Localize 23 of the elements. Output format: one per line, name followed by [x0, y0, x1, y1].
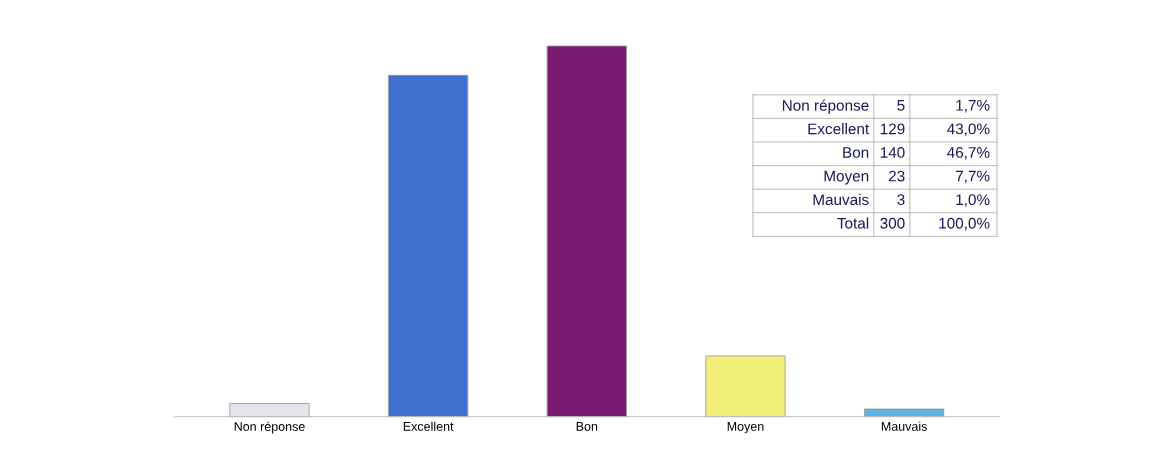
category-label: Moyen	[824, 170, 869, 185]
category-label: Excellent	[808, 123, 870, 135]
annotation: 46,7%	[947, 147, 990, 160]
annotation: 5	[897, 100, 905, 111]
annotation: 300	[880, 217, 905, 229]
category-label: Mauvais	[813, 193, 869, 206]
annotation: 140	[880, 147, 905, 158]
annotation: 23	[888, 170, 905, 182]
annotation: 7,7%	[955, 170, 990, 184]
category-label: Bon	[843, 147, 869, 158]
x-tick-label: Moyen	[727, 422, 764, 434]
annotation: 43,0%	[947, 123, 990, 137]
annotation: 129	[880, 123, 905, 135]
annotation: Total	[837, 217, 869, 229]
annotation: 1,0%	[956, 194, 990, 207]
category-label: Non réponse	[782, 99, 869, 114]
x-tick-label: Excellent	[403, 421, 454, 431]
x-tick-label: Mauvais	[881, 421, 927, 431]
x-tick-label: Non réponse	[234, 421, 305, 434]
annotation: 1,7%	[956, 99, 990, 113]
annotation: 3	[897, 194, 905, 206]
x-tick-label: Bon	[576, 422, 598, 431]
annotation: 100,0%	[939, 217, 990, 231]
